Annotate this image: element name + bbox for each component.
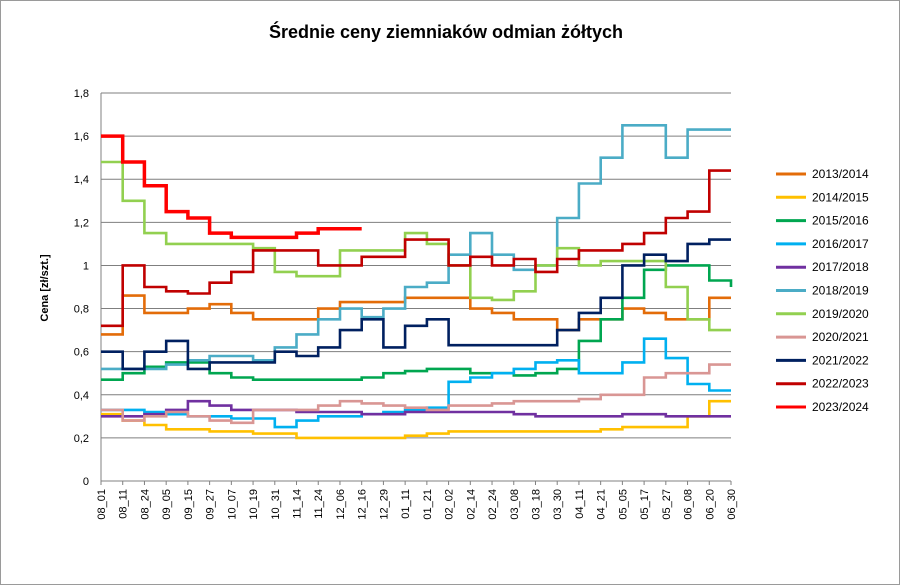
legend: 2013/2014 2014/2015 2015/2016 2016/2017 2017… (776, 167, 869, 414)
series-line-2017-2018 (101, 399, 731, 418)
legend-label: 2023/2024 (812, 400, 869, 414)
y-tick-label: 1,4 (74, 174, 89, 186)
x-tick-label: 03_08 (509, 489, 521, 520)
x-tick-label: 09_05 (161, 489, 173, 520)
y-tick-label: 1 (83, 260, 89, 272)
legend-label: 2013/2014 (812, 167, 869, 181)
y-tick-label: 0 (83, 476, 89, 488)
legend-label: 2015/2016 (812, 214, 869, 228)
x-tick-label: 05_27 (661, 489, 673, 520)
x-tick-label: 10_19 (248, 489, 260, 520)
x-tick-label: 02_24 (487, 489, 499, 520)
series-line-2021-2022 (101, 238, 731, 371)
x-tick-label: 10_31 (270, 489, 282, 520)
y-tick-label: 1,8 (74, 88, 89, 100)
x-tick-label: 02_02 (444, 489, 456, 520)
chart-title: Średnie ceny ziemniaków odmian żółtych (269, 21, 623, 42)
series-line-2020-2021 (101, 363, 731, 425)
series-line-2022-2023 (101, 169, 731, 328)
x-tick-label: 12_06 (335, 489, 347, 520)
x-tick-label: 10_07 (226, 489, 238, 520)
legend-label: 2019/2020 (812, 307, 869, 321)
y-tick-labels: 0 0,2 0,4 0,6 0,8 1 1,2 1,4 1,6 1,8 (74, 88, 89, 488)
series-line-2018-2019 (101, 124, 731, 371)
series-lines (101, 124, 733, 440)
y-axis-label: Cena [zł/szt.] (39, 254, 51, 322)
x-tick-label: 04_11 (574, 489, 586, 519)
y-tick-label: 0,8 (74, 304, 89, 316)
x-tick-label: 11_14 (292, 489, 304, 519)
x-tick-label: 09_27 (205, 489, 217, 520)
x-tick-label: 06_30 (726, 489, 738, 520)
legend-label: 2022/2023 (812, 377, 869, 391)
series-line-2014-2015 (101, 399, 731, 440)
legend-label: 2017/2018 (812, 260, 869, 274)
x-tick-label: 11_24 (313, 489, 325, 519)
y-tick-label: 0,4 (74, 390, 89, 402)
x-tick-label: 05_17 (639, 489, 651, 520)
x-tick-label: 02_14 (465, 489, 477, 520)
x-tick-label: 03_30 (552, 489, 564, 520)
legend-label: 2018/2019 (812, 284, 869, 298)
legend-label: 2016/2017 (812, 237, 869, 251)
x-tick-label: 04_21 (596, 489, 608, 520)
x-tick-label: 06_08 (683, 489, 695, 520)
series-line-2019-2020 (101, 160, 731, 332)
x-tick-label: 08_11 (118, 489, 130, 519)
x-tick-label: 06_20 (704, 489, 716, 520)
x-tick-label: 05_05 (617, 489, 629, 520)
y-tick-label: 1,2 (74, 217, 89, 229)
series-line-2023-2024 (101, 134, 362, 240)
y-tick-label: 0,2 (74, 433, 89, 445)
x-tick-label: 08_24 (139, 489, 151, 520)
x-tick-label: 12_29 (378, 489, 390, 520)
y-tick-label: 0,6 (74, 347, 89, 359)
x-tick-label: 03_18 (530, 489, 542, 520)
legend-label: 2020/2021 (812, 330, 869, 344)
x-tick-label: 01_11 (400, 489, 412, 519)
x-tick-label: 09_15 (183, 489, 195, 520)
legend-label: 2014/2015 (812, 190, 869, 204)
series-line-2013-2014 (101, 294, 731, 336)
x-tick-labels: 08_01 08_11 08_24 09_05 09_15 09_27 10_07 10_19… (96, 481, 738, 520)
x-tick-label: 08_01 (96, 489, 108, 520)
x-tick-label: 01_21 (422, 489, 434, 520)
x-tick-label: 12_16 (357, 489, 369, 520)
y-tick-label: 1,6 (74, 131, 89, 143)
legend-label: 2021/2022 (812, 353, 869, 367)
